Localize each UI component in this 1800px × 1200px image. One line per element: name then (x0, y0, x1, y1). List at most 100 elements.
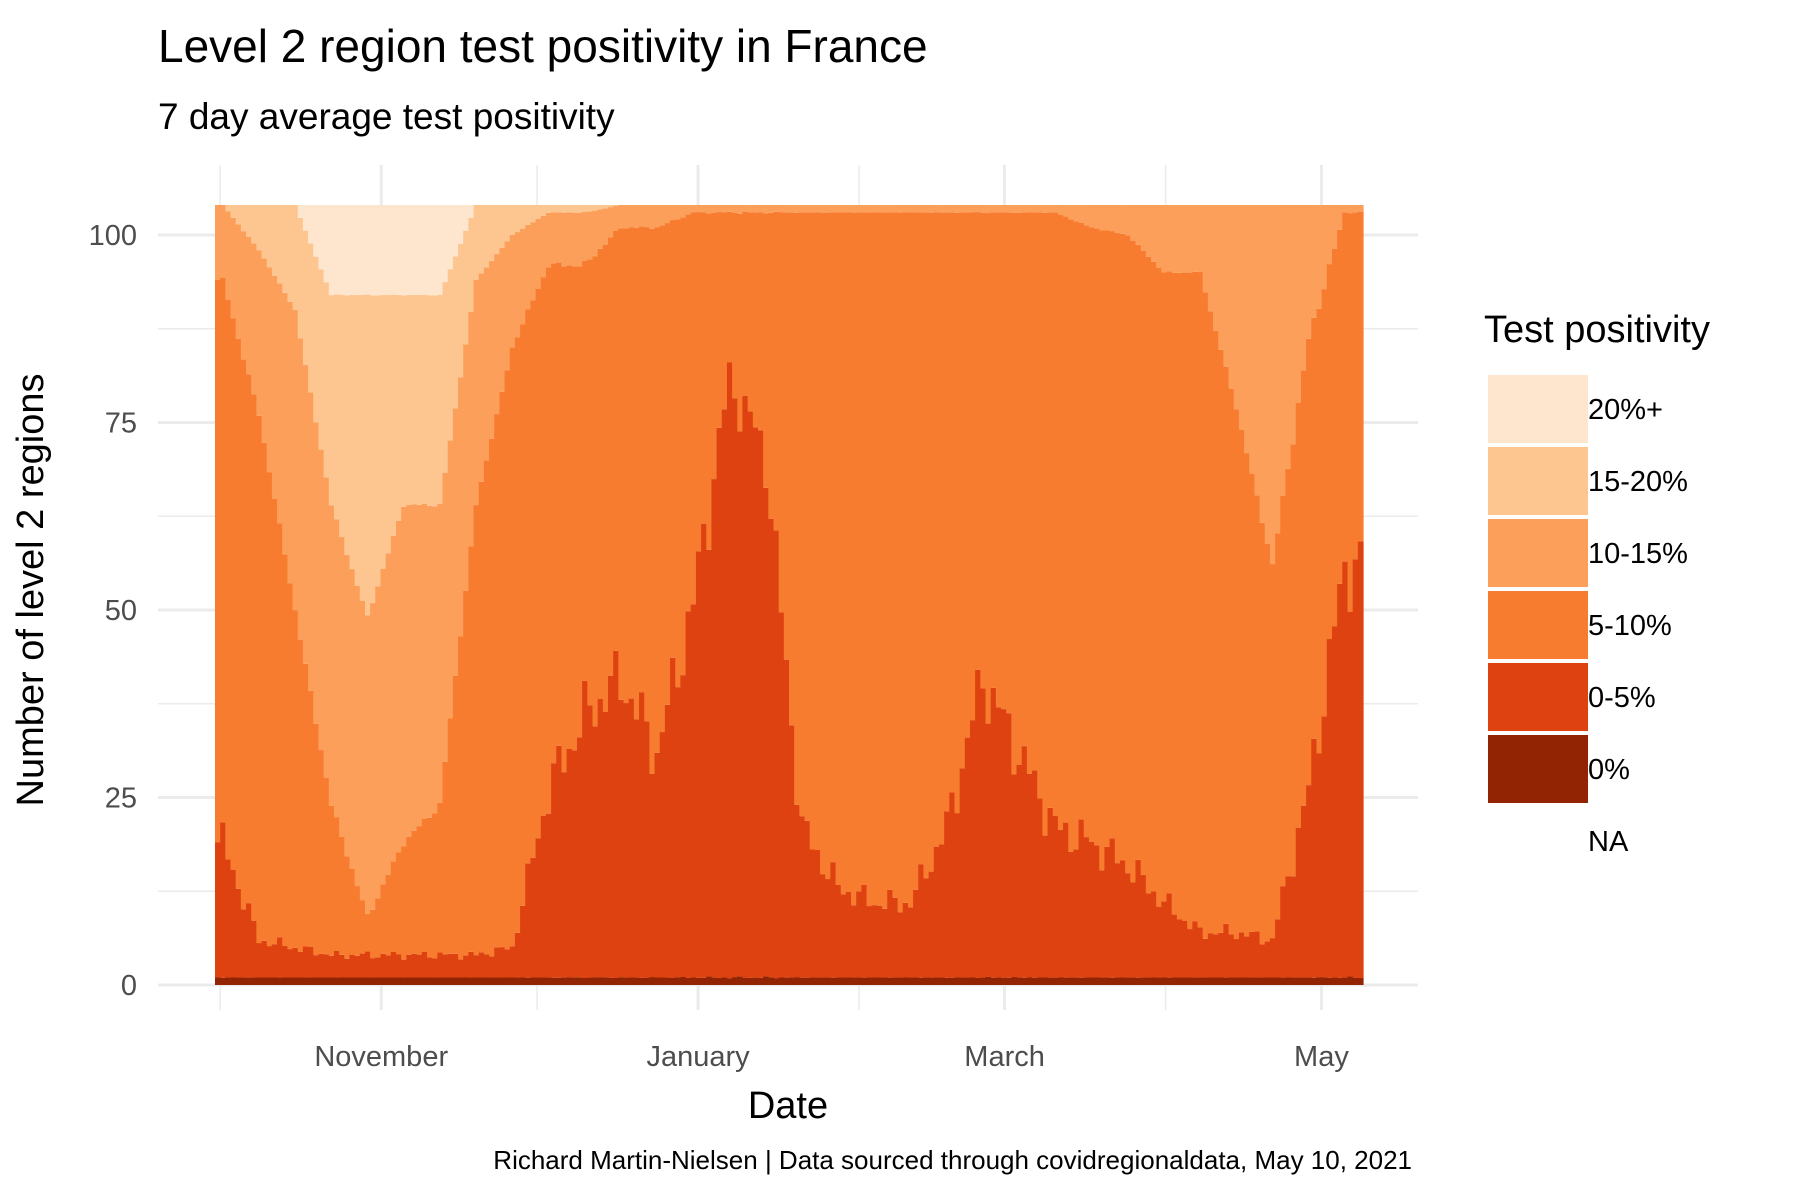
bar-segment (1182, 205, 1188, 273)
bar-segment (1026, 205, 1033, 213)
bar-segment (427, 817, 433, 958)
bar-segment (680, 675, 687, 977)
bar-segment (354, 585, 361, 887)
legend-label: 5-10% (1588, 610, 1672, 642)
bar-segment (1063, 216, 1069, 823)
bar-segment (1140, 977, 1147, 985)
bar-segment (458, 377, 464, 637)
bar-segment (551, 263, 557, 764)
bar-segment (421, 818, 428, 952)
bar-segment (913, 889, 919, 978)
bar-segment (876, 905, 883, 978)
bar-segment (328, 295, 335, 506)
bar-segment (504, 205, 511, 242)
bar-segment (602, 205, 609, 209)
bar-segment (1052, 205, 1059, 213)
bar-segment (1037, 798, 1043, 978)
bar-segment (266, 267, 273, 473)
bar-segment (297, 205, 304, 218)
bar-segment (1342, 977, 1349, 985)
bar-segment (287, 583, 294, 950)
bar-segment (235, 205, 242, 225)
bar-segment (1037, 205, 1043, 213)
bar-segment (871, 977, 878, 985)
bar-segment (938, 977, 945, 985)
bar-segment (478, 977, 485, 985)
bar-segment (721, 212, 728, 410)
bar-segment (866, 205, 873, 213)
bar-segment (261, 977, 268, 985)
bar-segment (892, 205, 899, 213)
bar-segment (794, 977, 800, 985)
bar-segment (794, 804, 800, 978)
bar-segment (1016, 977, 1023, 985)
bar-segment (804, 205, 811, 213)
bar-segment (1176, 919, 1183, 978)
bar-segment (364, 914, 371, 952)
bar-segment (494, 977, 501, 985)
bar-segment (1238, 932, 1245, 978)
bar-segment (318, 269, 325, 450)
bar-segment (370, 295, 376, 604)
bar-segment (995, 707, 1002, 978)
bar-segment (985, 213, 992, 724)
bar-segment (1285, 977, 1292, 985)
bar-segment (1254, 931, 1261, 978)
bar-segment (1352, 559, 1359, 978)
bar-segment (897, 977, 904, 985)
bar-segment (830, 205, 837, 213)
bar-segment (282, 977, 288, 985)
bar-segment (907, 907, 914, 978)
bar-segment (1321, 289, 1328, 717)
bar-segment (1083, 837, 1090, 978)
bar-segment (659, 977, 666, 985)
bar-segment (1326, 205, 1333, 265)
chart-title: Level 2 region test positivity in France (158, 20, 928, 72)
bar-segment (473, 955, 480, 978)
bar-segment (282, 205, 288, 293)
bar-segment (302, 977, 309, 985)
bar-segment (690, 205, 697, 213)
bar-segment (1016, 764, 1023, 978)
bar-segment (644, 721, 650, 978)
bar-segment (308, 243, 314, 393)
bar-segment (302, 663, 309, 947)
bar-segment (1063, 205, 1069, 217)
bar-segment (1311, 317, 1318, 739)
bar-segment (1042, 977, 1049, 985)
bar-segment (1295, 977, 1302, 985)
bar-segment (1001, 205, 1007, 213)
bar-segment (582, 978, 588, 985)
bar-segment (1311, 738, 1318, 978)
bar-segment (576, 266, 583, 738)
bar-segment (685, 205, 692, 215)
bar-segment (292, 610, 299, 948)
bar-segment (1264, 941, 1271, 978)
bar-segment (1052, 977, 1059, 985)
bar-segment (670, 977, 676, 985)
bar-segment (1249, 205, 1255, 474)
bar-segment (1114, 977, 1121, 985)
bar-segment (442, 954, 449, 978)
bar-segment (370, 958, 376, 978)
y-axis-title: Number of level 2 regions (10, 374, 52, 807)
bar-segment (1150, 261, 1157, 892)
bar-segment (1073, 977, 1080, 985)
bar-segment (333, 950, 340, 978)
bar-segment (1295, 402, 1302, 828)
bar-segment (282, 292, 288, 555)
bar-segment (1321, 205, 1328, 290)
bar-segment (954, 212, 961, 814)
bar-segment (483, 460, 490, 955)
bar-segment (587, 977, 594, 985)
bar-segment (323, 977, 330, 985)
bar-segment (1119, 977, 1126, 985)
bar-segment (763, 976, 769, 985)
bar-segment (959, 768, 966, 978)
bar-segment (866, 977, 873, 985)
bar-segment (1130, 205, 1137, 241)
bar-segment (701, 205, 707, 213)
bar-segment (923, 212, 930, 879)
bar-segment (1218, 977, 1224, 985)
bar-segment (1238, 429, 1245, 933)
